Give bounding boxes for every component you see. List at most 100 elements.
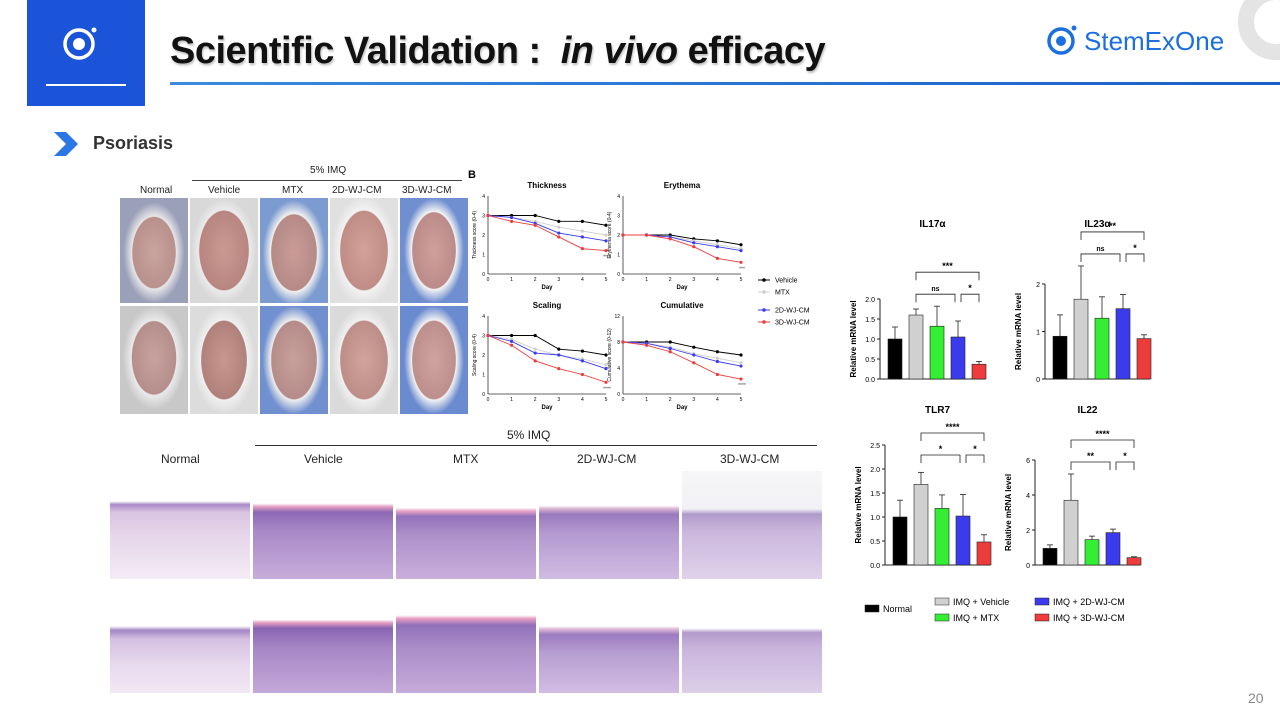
page-title: Scientific Validation : in vivo efficacy bbox=[170, 30, 826, 72]
line-legend: Vehicle MTX 2D-WJ-CM 3D-WJ-CM bbox=[758, 278, 810, 327]
data-point bbox=[510, 215, 514, 220]
significance-label: ** bbox=[1087, 451, 1095, 461]
logo-box bbox=[27, 0, 145, 106]
bar-1 bbox=[913, 484, 929, 566]
y-tick-label: 6 bbox=[1026, 458, 1030, 465]
photo-vehicle-1 bbox=[190, 198, 258, 303]
bar-chart-title: IL17α bbox=[919, 219, 946, 230]
x-tick-label: 3 bbox=[692, 277, 695, 283]
bar-1 bbox=[1073, 298, 1089, 380]
y-tick-label: 2 bbox=[482, 233, 485, 239]
data-point bbox=[668, 346, 672, 351]
data-point bbox=[715, 372, 719, 377]
x-tick-label: 2 bbox=[534, 277, 537, 283]
data-point bbox=[715, 239, 719, 243]
brand-name: StemExOne bbox=[1084, 26, 1225, 56]
photo-panel: 5% IMQ Normal Vehicle MTX 2D-WJ-CM 3D-WJ… bbox=[120, 160, 468, 415]
y-tick-label: 2.0 bbox=[865, 297, 875, 304]
data-point bbox=[739, 361, 743, 365]
x-tick-label: 1 bbox=[510, 277, 513, 283]
legend-label: IMQ + MTX bbox=[953, 613, 999, 623]
bar-charts: IL17α 0.0 0.5 1.0 1.5 2.0 Relative mRNA level *… bbox=[849, 219, 1152, 623]
x-tick-label: 5 bbox=[605, 397, 608, 403]
series-line-vehicle bbox=[623, 341, 742, 356]
data-point bbox=[604, 380, 608, 384]
x-tick-label: 4 bbox=[716, 397, 719, 403]
legend-label: 3D-WJ-CM bbox=[775, 320, 810, 327]
x-tick-label: 5 bbox=[740, 277, 743, 283]
x-tick-label: 3 bbox=[557, 277, 560, 283]
significance-label: * bbox=[968, 283, 972, 293]
y-tick-label: 0.0 bbox=[870, 563, 880, 570]
data-point bbox=[692, 361, 696, 365]
data-point bbox=[533, 347, 537, 351]
bar-chart-title: TLR7 bbox=[925, 405, 950, 416]
x-tick-label: 0 bbox=[622, 397, 625, 403]
legend-label: Normal bbox=[883, 604, 912, 614]
y-axis-label: Relative mRNA level bbox=[1014, 293, 1023, 370]
data-point bbox=[557, 225, 561, 229]
series-line-vehicle bbox=[488, 335, 607, 356]
photo-col-3d: 3D-WJ-CM bbox=[402, 185, 452, 196]
y-tick-label: 4 bbox=[482, 314, 485, 320]
significance-label: **** bbox=[945, 422, 960, 432]
data-point bbox=[557, 231, 561, 235]
data-point bbox=[557, 353, 561, 357]
data-point bbox=[715, 356, 719, 360]
significance-label: **** bbox=[603, 386, 611, 392]
significance-bracket bbox=[1070, 439, 1135, 448]
series-line-2d-wj-cm bbox=[487, 335, 607, 370]
significance-label: * bbox=[1133, 243, 1137, 253]
significance-label: * bbox=[939, 444, 943, 454]
line-chart-scaling: Scaling 0 1 2 3 4 0 1 2 3 4 5 Day Scaling score (0-4)… bbox=[472, 301, 611, 411]
photo-col-normal: Normal bbox=[140, 185, 173, 196]
data-point bbox=[486, 333, 490, 338]
line-chart-title: Thickness bbox=[527, 181, 567, 190]
x-tick-label: 4 bbox=[581, 397, 584, 403]
y-tick-label: 1.0 bbox=[870, 515, 880, 522]
data-point bbox=[715, 256, 719, 260]
y-tick-label: 1 bbox=[482, 253, 485, 259]
bar-4 bbox=[976, 541, 992, 566]
x-axis-label: Day bbox=[676, 405, 688, 411]
y-tick-label: 1 bbox=[1036, 330, 1040, 337]
data-point bbox=[739, 377, 743, 381]
data-point bbox=[604, 353, 608, 357]
panel-letter: B bbox=[468, 169, 476, 181]
photo-col-mtx: MTX bbox=[282, 185, 304, 196]
y-tick-label: 8 bbox=[617, 340, 620, 346]
histo-mtx-2 bbox=[396, 585, 536, 693]
bar-legend: Normal IMQ + Vehicle IMQ + MTX IMQ + 2D-WJ-… bbox=[864, 597, 1125, 623]
photo-3d-2 bbox=[400, 306, 468, 414]
histo-2d-2 bbox=[539, 585, 679, 693]
data-point bbox=[604, 239, 608, 243]
x-tick-label: 1 bbox=[645, 277, 648, 283]
bar-chart-1: IL23α 0 1 2 Relative mRNA level ** ns * bbox=[1014, 219, 1152, 384]
legend-label: IMQ + 3D-WJ-CM bbox=[1053, 613, 1125, 623]
y-axis-label: Erythema score (0-4) bbox=[607, 211, 613, 258]
bar-0 bbox=[887, 338, 903, 380]
data-point bbox=[557, 219, 561, 223]
x-tick-label: 1 bbox=[510, 397, 513, 403]
data-point bbox=[668, 350, 672, 354]
data-point bbox=[604, 233, 608, 237]
data-point bbox=[580, 349, 584, 353]
x-tick-label: 5 bbox=[740, 397, 743, 403]
significance-label: * bbox=[1123, 451, 1127, 461]
x-tick-label: 3 bbox=[692, 397, 695, 403]
y-tick-label: 2 bbox=[1026, 528, 1030, 535]
bar-2 bbox=[934, 508, 950, 566]
y-tick-label: 12 bbox=[614, 314, 620, 320]
section-label: Psoriasis bbox=[93, 133, 174, 153]
photo-col-vehicle: Vehicle bbox=[208, 185, 241, 196]
data-point bbox=[645, 233, 649, 237]
y-tick-label: 1 bbox=[482, 373, 485, 379]
data-point bbox=[604, 249, 608, 253]
page-number: 20 bbox=[1248, 690, 1264, 706]
series-line-3d-wj-cm bbox=[623, 234, 742, 263]
y-tick-label: 0.5 bbox=[865, 357, 875, 364]
data-point bbox=[557, 367, 561, 371]
y-tick-label: 4 bbox=[1026, 493, 1030, 500]
chevron-right-icon bbox=[54, 132, 78, 156]
